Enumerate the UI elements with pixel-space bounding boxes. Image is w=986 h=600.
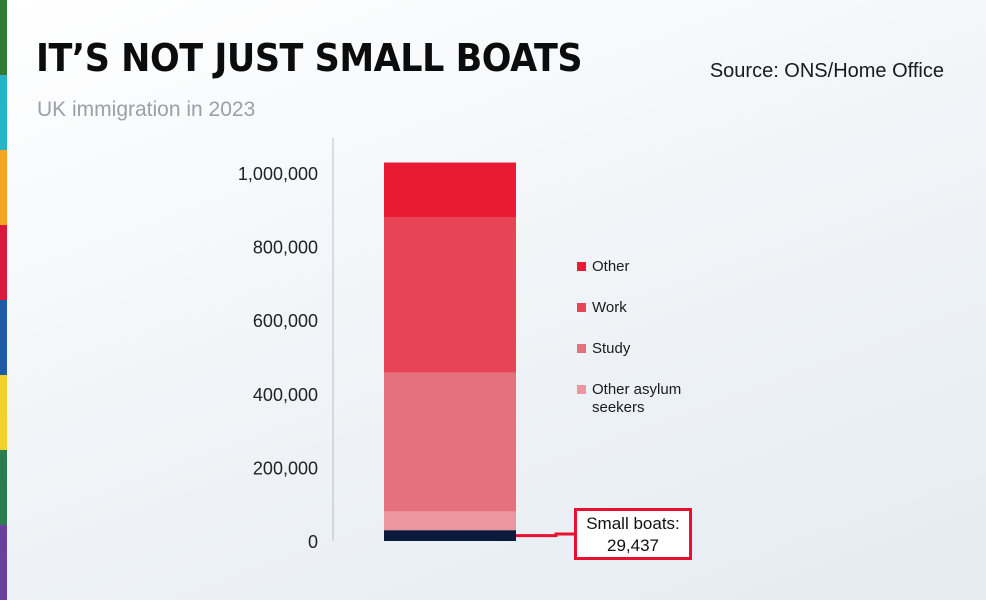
y-tick-label: 200,000 — [253, 458, 318, 478]
legend-label: Other asylum seekers — [592, 381, 682, 416]
strip-segment-5 — [0, 300, 7, 375]
color-strip — [0, 0, 7, 600]
strip-segment-3 — [0, 150, 7, 225]
y-axis: 0 200,000 400,000 600,000 800,000 1,000,000 — [238, 138, 334, 552]
strip-segment-1 — [0, 0, 7, 75]
callout-line — [516, 532, 574, 538]
legend-item-study: Study — [577, 340, 717, 358]
legend-swatch — [577, 385, 586, 394]
legend-item-other: Other — [577, 258, 717, 276]
callout-connector — [516, 532, 574, 538]
legend-swatch — [577, 344, 586, 353]
strip-segment-2 — [0, 75, 7, 150]
y-tick-label: 800,000 — [253, 238, 318, 258]
source-note: Source: ONS/Home Office — [709, 60, 944, 82]
y-tick-label: 0 — [308, 532, 318, 552]
bar-segment-work — [384, 216, 516, 373]
callout-label: Small boats: — [586, 514, 680, 533]
legend-label: Work — [592, 299, 627, 316]
y-tick-label: 1,000,000 — [238, 164, 318, 184]
chart-subtitle: UK immigration in 2023 — [37, 98, 256, 121]
bar-segment-other — [384, 162, 516, 217]
y-tick-label: 400,000 — [253, 385, 318, 405]
strip-segment-7 — [0, 450, 7, 525]
strip-segment-6 — [0, 375, 7, 450]
legend-swatch — [577, 303, 586, 312]
bar-segment-study — [384, 372, 516, 512]
legend-label: Study — [592, 340, 631, 357]
y-tick-label: 600,000 — [253, 311, 318, 331]
callout-value: 29,437 — [607, 536, 659, 555]
bar-segment-other-asylum-seekers — [384, 511, 516, 531]
bar-segments — [384, 162, 516, 541]
chart-title: IT’S NOT JUST SMALL BOATS — [36, 36, 583, 80]
strip-segment-8 — [0, 525, 7, 600]
legend-label: Other — [592, 258, 630, 275]
small-boats-callout: Small boats: 29,437 — [574, 508, 692, 560]
legend-item-other-asylum-seekers: Other asylum seekers — [577, 381, 717, 417]
legend-item-work: Work — [577, 299, 717, 317]
legend-swatch — [577, 262, 586, 271]
bar-segment-small-boats — [384, 530, 516, 541]
strip-segment-4 — [0, 225, 7, 300]
